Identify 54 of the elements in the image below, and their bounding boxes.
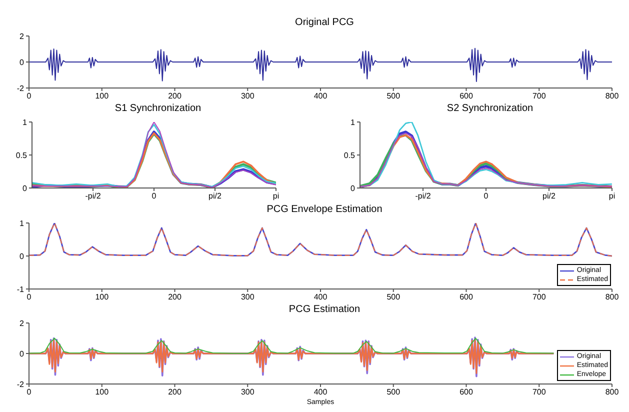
x-tick-label: 400 [314,292,328,302]
y-tick-label: 0.5 [16,150,28,160]
x-tick-label: 800 [605,388,620,397]
chart-title: S1 Synchronization [114,102,202,115]
x-tick-label: 200 [168,92,182,101]
x-tick-label: 500 [386,388,401,397]
x-tick-label: 400 [314,92,328,101]
x-tick-label: 200 [168,292,182,302]
x-tick-label: -pi/2 [415,192,432,201]
chart-title: S2 Synchronization [446,102,534,115]
x-tick-label: pi/2 [208,192,222,201]
y-tick-label: 1 [20,218,25,228]
x-tick-label: 300 [240,92,255,101]
y-tick-label: 2 [20,318,25,328]
y-tick-label: -1 [16,284,25,294]
line-series [29,338,554,354]
x-tick-label: 300 [240,292,255,302]
x-tick-label: 500 [386,292,401,302]
x-tick-label: 200 [168,388,182,397]
x-tick-label: 100 [95,388,110,397]
x-tick-label: 0 [152,192,157,201]
x-tick-label: 300 [240,388,255,397]
y-tick-label: 1 [350,118,356,127]
y-tick-label: 0 [350,184,356,193]
y-tick-label: -2 [16,84,25,93]
x-tick-label: 500 [386,92,401,101]
x-tick-label: -pi/2 [85,192,102,201]
x-tick-label: 400 [314,388,328,397]
x-tick-label: 0 [484,192,489,201]
y-tick-label: 0 [20,349,25,358]
x-tick-label: 700 [532,92,546,101]
y-tick-label: -2 [16,380,25,389]
x-tick-label: 800 [605,92,620,101]
y-tick-label: 0 [22,184,28,193]
x-tick-label: 600 [460,292,474,302]
x-tick-label: 600 [460,388,474,397]
x-tick-label: 700 [532,292,546,302]
line-series [29,48,612,82]
chart-title: PCG Envelope Estimation [266,203,384,216]
y-tick-label: 0 [20,58,25,67]
chart-title: Original PCG [294,16,355,29]
x-tick-label: 600 [460,92,474,101]
x-tick-label: 800 [605,292,620,302]
x-tick-label: 100 [95,92,110,101]
x-tick-label: 100 [95,292,110,302]
y-tick-label: 2 [20,32,25,41]
x-tick-label: pi [608,192,616,201]
chart-title: PCG Estimation [288,303,362,316]
x-tick-label: 700 [532,388,546,397]
y-tick-label: 1 [22,118,28,127]
y-tick-label: 0.5 [344,150,356,160]
x-tick-label: pi/2 [542,192,556,201]
y-tick-label: 0 [20,252,25,261]
x-tick-label: pi [272,192,280,201]
